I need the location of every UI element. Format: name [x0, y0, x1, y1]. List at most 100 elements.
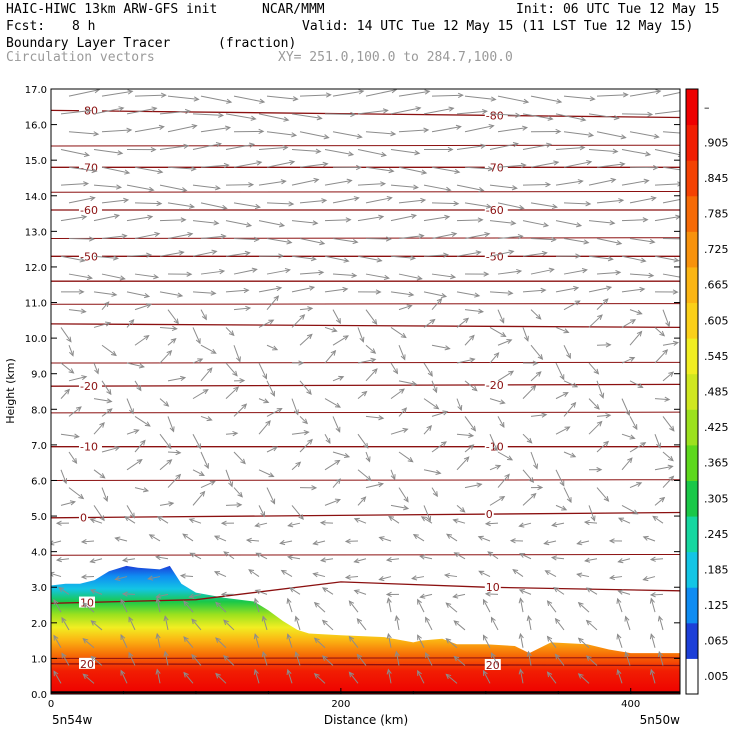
circulation-vector [621, 356, 636, 364]
x-right-endpoint: 5n50w [640, 713, 681, 727]
circulation-vector [489, 141, 519, 150]
colorbar-segment [686, 160, 698, 197]
circulation-vector [398, 233, 425, 239]
circulation-vector [543, 540, 557, 546]
plot-frame [50, 88, 681, 695]
circulation-vector [266, 131, 298, 138]
circulation-vector [464, 271, 490, 277]
circulation-vector [123, 516, 136, 524]
circulation-vector [101, 273, 126, 281]
circulation-vector [584, 557, 598, 563]
circulation-vector [588, 314, 603, 328]
circulation-vector [200, 415, 213, 422]
colorbar-label: .725 [704, 243, 729, 256]
circulation-vector [183, 600, 194, 613]
circulation-vector [60, 181, 90, 187]
circulation-vector [215, 637, 227, 649]
circulation-vector [621, 255, 647, 263]
circulation-vector [464, 124, 495, 133]
circulation-vector [357, 289, 382, 295]
circulation-vector [93, 469, 106, 479]
circulation-vector [167, 416, 175, 433]
circulation-vector [596, 440, 610, 453]
circulation-vector [68, 166, 98, 174]
colorbar-label: .665 [704, 279, 729, 292]
colorbar-segment [686, 302, 698, 339]
circulation-vector [324, 498, 341, 506]
circulation-vector [554, 617, 565, 631]
isotherm-label-bg [78, 380, 102, 392]
circulation-vector [431, 200, 460, 207]
circulation-vector [192, 389, 209, 400]
circulation-vector [357, 149, 387, 158]
circulation-vector [417, 634, 425, 648]
circulation-vector [522, 287, 547, 294]
circulation-vector [629, 330, 643, 346]
circulation-vector [258, 420, 271, 435]
circulation-vector [233, 128, 265, 135]
circulation-vector [225, 362, 238, 377]
circulation-vector [608, 574, 623, 581]
circulation-vector [398, 407, 408, 417]
circulation-vector [89, 558, 103, 564]
circulation-vector [386, 668, 392, 684]
circulation-vector [128, 616, 136, 631]
circulation-vector [288, 587, 301, 595]
circulation-vector [353, 517, 367, 524]
isotherm-label-bg [484, 250, 508, 262]
y-tick-label: 2.0 [31, 619, 47, 630]
colorbar-segment [686, 124, 698, 161]
circulation-vector [233, 305, 252, 312]
circulation-vector [68, 236, 95, 242]
circulation-vector [291, 113, 323, 121]
circulation-vector [616, 597, 623, 613]
isotherm-label: -20 [80, 380, 98, 393]
circulation-vector [332, 89, 365, 97]
circulation-vector [583, 519, 598, 526]
circulation-vector [192, 220, 220, 226]
circulation-vector [482, 669, 491, 684]
circulation-vector [431, 380, 438, 394]
circulation-vector [258, 398, 270, 404]
circulation-vector [357, 108, 389, 115]
circulation-vector [431, 344, 451, 351]
circulation-vector [431, 166, 461, 174]
circulation-vector [649, 592, 664, 598]
circulation-vector [550, 555, 565, 561]
circulation-vector [167, 95, 200, 102]
circulation-vector [225, 327, 235, 337]
circulation-vector [134, 166, 164, 175]
circulation-vector [58, 587, 70, 595]
isotherm-label: -70 [80, 161, 98, 174]
circulation-vector [654, 464, 674, 471]
circulation-vector [90, 655, 103, 666]
circulation-vector [662, 237, 680, 240]
circulation-vector [596, 131, 627, 140]
circulation-vector [223, 551, 235, 560]
circulation-vector [497, 370, 515, 382]
circulation-vector [621, 504, 639, 515]
circulation-vector [563, 268, 588, 275]
isotherm-label-bg [484, 508, 494, 520]
circulation-vector [101, 233, 128, 239]
colorbar-label: .005 [704, 670, 729, 683]
circulation-vector [213, 571, 227, 578]
circulation-vector [68, 308, 87, 314]
circulation-vector [563, 451, 577, 458]
circulation-vector [159, 250, 185, 257]
circulation-vector [365, 273, 390, 281]
circulation-vector [60, 289, 85, 295]
circulation-vector [332, 131, 363, 139]
isotherm-label: 10 [80, 597, 94, 610]
circulation-vector [423, 291, 448, 299]
circulation-vector [101, 344, 117, 357]
circulation-vector [291, 285, 316, 293]
circulation-vector [183, 636, 194, 649]
circulation-vector [332, 478, 342, 488]
circulation-vector [490, 616, 499, 631]
circulation-vector [89, 518, 103, 524]
circulation-vector [128, 651, 136, 666]
circulation-vector [261, 615, 268, 631]
circulation-vector [484, 520, 499, 527]
